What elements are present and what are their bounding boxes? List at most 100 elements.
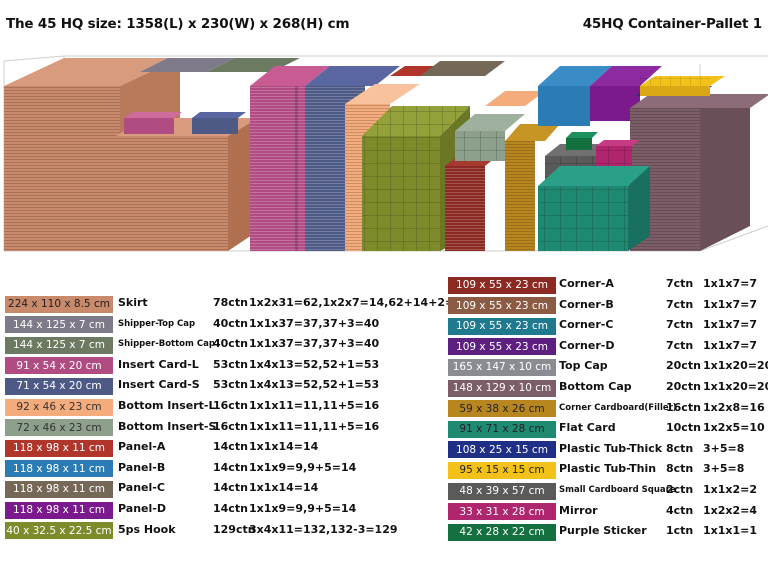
item-quantity: 4ctn [666,503,694,517]
size-swatch: 40 x 32.5 x 22.5 cm [5,522,113,540]
item-formula: 1x1x11=11,11+5=16 [249,419,380,433]
item-quantity: 10ctn [666,421,701,435]
item-name: Plastic Tub-Thick [559,441,663,455]
item-quantity: 7ctn [666,297,694,311]
item-formula: 1x1x7=7 [703,338,758,352]
legend-row: 108 x 25 x 15 cm [448,441,556,459]
item-quantity: 16ctn [666,400,701,414]
front-right-blocks [538,132,650,251]
item-name: Top Cap [559,359,608,373]
legend-row: 109 x 55 x 23 cm [448,297,556,315]
legend-row: 109 x 55 x 23 cm [448,317,556,335]
item-quantity: 8ctn [666,462,694,476]
item-quantity: 2ctn [666,483,694,496]
item-quantity: 20ctn [666,380,701,393]
legend-row: 148 x 129 x 10 cm [448,379,556,397]
item-formula: 1x1x14=14 [249,481,319,495]
pallet-title: 45HQ Container-Pallet 1 [582,16,762,32]
item-name: Corner-A [559,277,614,290]
size-swatch: 48 x 39 x 57 cm [448,482,556,500]
item-name: Bottom Cap [559,380,632,393]
legend-row: 91 x 71 x 28 cm [448,420,556,438]
item-formula: 1x1x2=2 [703,483,758,496]
item-formula: 1x2x5=10 [703,421,765,435]
legend-row: 165 x 147 x 10 cm [448,358,556,376]
item-formula: 1x1x11=11,11+5=16 [249,399,380,412]
item-formula: 1x1x20=20 [703,359,768,373]
size-swatch: 108 x 25 x 15 cm [448,441,556,459]
item-formula: 1x2x2=4 [703,503,758,517]
size-swatch: 224 x 110 x 8.5 cm [5,295,113,313]
item-quantity: 14ctn [213,460,248,474]
item-formula: 1x1x9=9,9+5=14 [249,502,357,515]
item-quantity: 7ctn [666,338,694,352]
size-swatch: 72 x 46 x 23 cm [5,419,113,437]
legend-row: 224 x 110 x 8.5 cm [5,295,113,313]
item-quantity: 53ctn [213,357,248,371]
size-swatch: 59 x 38 x 26 cm [448,400,556,418]
item-formula: 1x1x14=14 [249,440,319,454]
item-formula: 1x1x9=9,9+5=14 [249,460,357,474]
legend-row: 118 x 98 x 11 cm [5,460,113,478]
legend-row: 144 x 125 x 7 cm [5,316,113,334]
container-load-diagram [3,55,768,252]
size-swatch: 71 x 54 x 20 cm [5,377,113,395]
item-quantity: 20ctn [666,359,701,373]
skirt-front-block [116,112,258,251]
item-name: Panel-D [118,502,166,515]
size-swatch: 144 x 125 x 7 cm [5,336,113,354]
item-quantity: 16ctn [213,419,248,433]
item-formula: 3x4x11=132,132-3=129 [249,522,398,536]
item-name: Plastic Tub-Thin [559,462,657,476]
item-formula: 1x1x20=20 [703,380,768,393]
insert-card-stacks [250,66,400,251]
size-swatch: 92 x 46 x 23 cm [5,398,113,416]
legend-row: 33 x 31 x 28 cm [448,503,556,521]
item-formula: 1x1x37=37,37+3=40 [249,316,380,330]
item-quantity: 129ctn [213,522,256,536]
item-quantity: 78ctn [213,296,248,309]
item-name: Corner Cardboard(Filler) [559,402,677,413]
item-name: Purple Sticker [559,524,647,538]
item-name: Insert Card-L [118,357,199,371]
legend-row: 109 x 55 x 23 cm [448,276,556,294]
item-quantity: 7ctn [666,277,694,290]
corner-stacks [445,91,560,251]
legend-row: 48 x 39 x 57 cm [448,482,556,500]
size-swatch: 109 x 55 x 23 cm [448,317,556,335]
size-swatch: 42 x 28 x 22 cm [448,523,556,541]
item-quantity: 7ctn [666,318,694,332]
item-quantity: 14ctn [213,481,248,495]
item-name: 5ps Hook [118,522,176,536]
legend-row: 118 x 98 x 11 cm [5,480,113,498]
item-name: Panel-B [118,460,166,474]
size-swatch: 148 x 129 x 10 cm [448,379,556,397]
legend-row: 109 x 55 x 23 cm [448,338,556,356]
item-formula: 1x1x7=7 [703,297,758,311]
legend-row: 42 x 28 x 22 cm [448,523,556,541]
size-swatch: 118 x 98 x 11 cm [5,480,113,498]
item-quantity: 14ctn [213,502,248,515]
container-size-title: The 45 HQ size: 1358(L) x 230(W) x 268(H… [6,16,350,32]
item-name: Panel-C [118,481,165,495]
item-formula: 3+5=8 [703,441,745,455]
legend-row: 59 x 38 x 26 cm [448,400,556,418]
item-name: Corner-B [559,297,614,311]
item-name: Bottom Insert-S [118,419,217,433]
item-name: Corner-D [559,338,615,352]
item-quantity: 1ctn [666,524,694,538]
item-quantity: 8ctn [666,441,694,455]
legend-row: 92 x 46 x 23 cm [5,398,113,416]
item-name: Corner-C [559,318,614,332]
item-name: Shipper-Bottom Cap [118,339,215,350]
legend-row: 40 x 32.5 x 22.5 cm [5,522,113,540]
item-formula: 1x4x13=52,52+1=53 [249,378,380,392]
item-name: Small Cardboard Square [559,485,676,495]
size-swatch: 144 x 125 x 7 cm [5,316,113,334]
item-formula: 3+5=8 [703,462,745,476]
size-swatch: 118 x 98 x 11 cm [5,460,113,478]
size-swatch: 33 x 31 x 28 cm [448,503,556,521]
item-name: Insert Card-S [118,378,200,392]
item-formula: 1x1x7=7 [703,318,758,332]
item-quantity: 14ctn [213,440,248,454]
